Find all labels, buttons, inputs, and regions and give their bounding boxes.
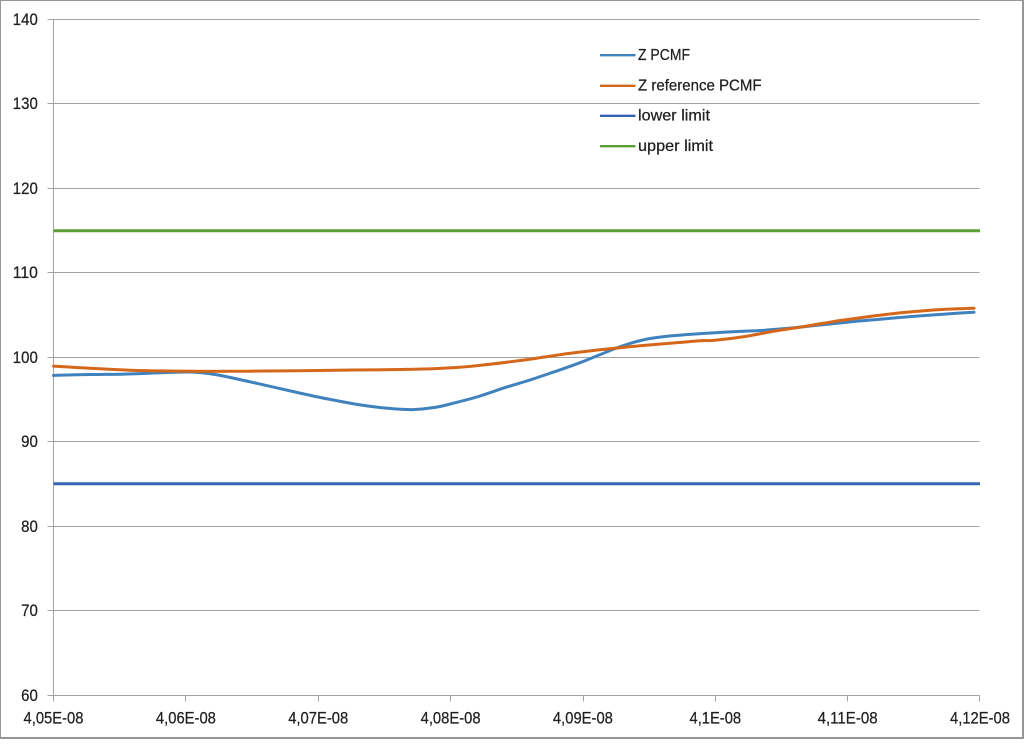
svg-text:lower limit: lower limit: [638, 108, 711, 125]
svg-text:90: 90: [21, 432, 38, 451]
svg-text:4,08E-08: 4,08E-08: [421, 708, 481, 727]
svg-text:4,11E-08: 4,11E-08: [818, 708, 878, 727]
svg-text:Z reference PCMF: Z reference PCMF: [638, 78, 762, 95]
svg-text:100: 100: [13, 348, 38, 367]
svg-text:4,07E-08: 4,07E-08: [288, 708, 348, 727]
svg-text:120: 120: [13, 179, 38, 198]
svg-text:80: 80: [21, 517, 38, 536]
svg-text:4,05E-08: 4,05E-08: [24, 708, 84, 727]
svg-text:Z PCMF: Z PCMF: [638, 47, 690, 64]
svg-text:4,06E-08: 4,06E-08: [156, 708, 216, 727]
svg-text:110: 110: [13, 263, 38, 282]
svg-text:140: 140: [13, 10, 38, 29]
svg-text:4,1E-08: 4,1E-08: [690, 708, 742, 727]
svg-text:upper limit: upper limit: [638, 138, 714, 155]
svg-text:4,12E-08: 4,12E-08: [950, 708, 1010, 727]
svg-text:70: 70: [21, 601, 38, 620]
svg-text:4,09E-08: 4,09E-08: [553, 708, 613, 727]
svg-text:60: 60: [21, 686, 38, 705]
svg-text:130: 130: [13, 94, 38, 113]
